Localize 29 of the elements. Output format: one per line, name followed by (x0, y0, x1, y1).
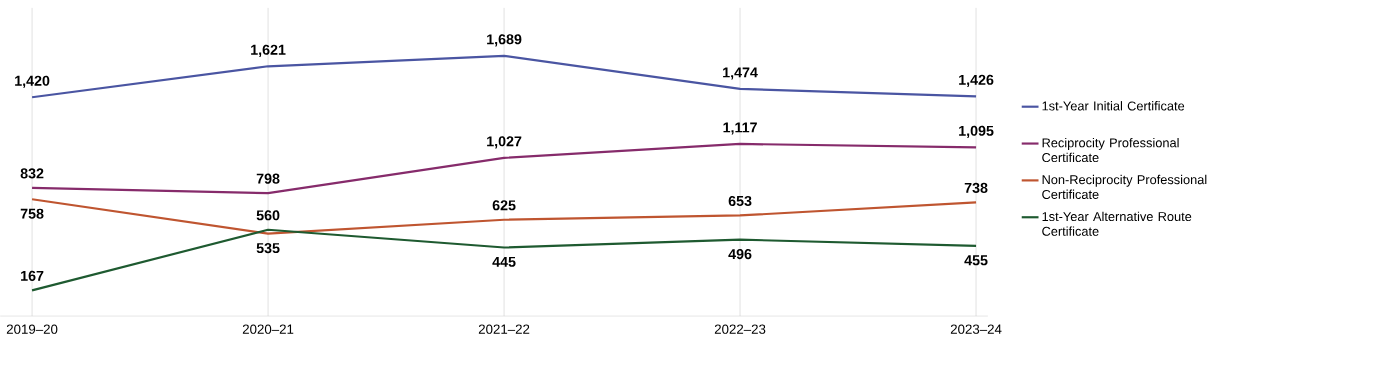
data-label: 1,621 (251, 44, 286, 57)
data-label: 758 (20, 208, 44, 219)
x-tick-label: 2022–23 (714, 324, 766, 334)
legend-label: 1st-Year Alternative Route Certificate (1042, 211, 1192, 236)
x-tick-label: 2020–21 (242, 324, 294, 334)
x-tick-label: 2021–22 (478, 324, 530, 334)
legend-label: Non-Reciprocity Professional Certificate (1042, 174, 1207, 199)
data-label: 832 (20, 168, 44, 179)
data-label: 1,426 (959, 74, 994, 87)
data-label: 445 (492, 256, 516, 267)
data-label: 653 (728, 195, 752, 206)
data-label: 1,689 (487, 34, 522, 47)
data-label: 535 (256, 242, 280, 253)
data-label: 1,095 (959, 125, 994, 138)
data-label: 798 (256, 173, 280, 184)
data-label: 1,027 (487, 136, 522, 149)
data-label: 496 (728, 248, 752, 259)
data-label: 560 (256, 210, 280, 221)
legend-label: 1st-Year Initial Certificate (1042, 100, 1185, 111)
data-label: 625 (492, 200, 516, 211)
legend-label: Reciprocity Professional Certificate (1042, 137, 1179, 162)
data-label: 1,420 (15, 75, 50, 88)
data-label: 167 (21, 270, 44, 281)
x-tick-label: 2019–20 (6, 324, 58, 334)
data-label: 1,117 (723, 122, 757, 135)
data-label: 1,474 (723, 67, 758, 80)
data-label: 738 (964, 182, 988, 193)
x-tick-label: 2023–24 (950, 324, 1002, 334)
data-label: 455 (964, 255, 988, 266)
